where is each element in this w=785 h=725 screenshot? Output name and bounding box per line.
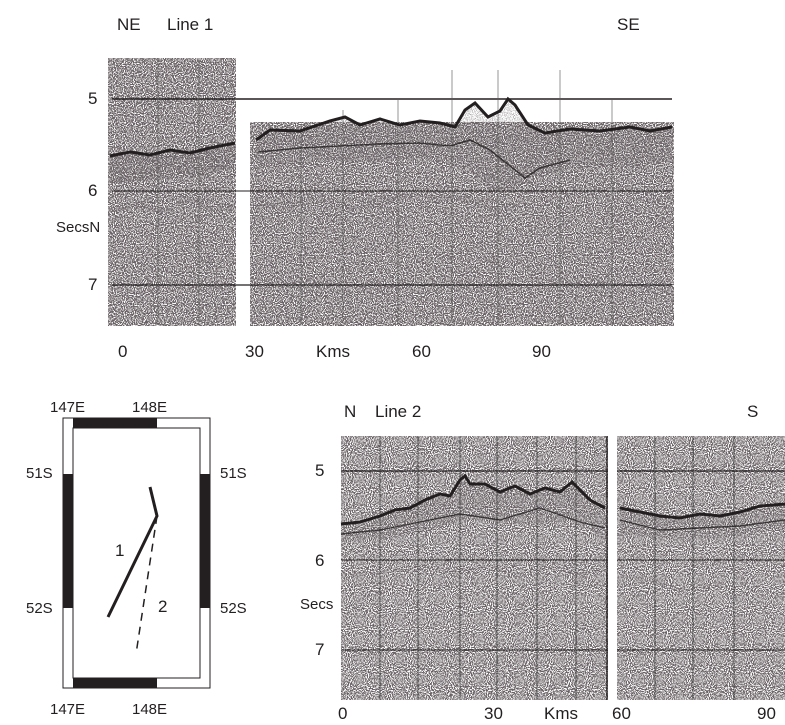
map-inner-frame	[72, 427, 201, 679]
line1-speckle-left	[108, 58, 236, 326]
line1-seafloor-right-edge	[255, 96, 673, 142]
line2-y-label: Secs	[300, 596, 333, 613]
line1-x-tick-90: 90	[532, 342, 551, 361]
map-left-label-51s: 51S	[26, 465, 53, 482]
line1-seafloor-left-edge	[109, 141, 236, 158]
line2-sub-reflector	[340, 507, 785, 535]
line2-x-tick-30: 30	[484, 704, 503, 723]
line1-x-tick-60: 60	[412, 342, 431, 361]
line1-x-tick-30: 30	[245, 342, 264, 361]
map-top-label-148e: 148E	[132, 399, 167, 416]
line2-y-tick-5: 5	[315, 461, 324, 480]
line2-segment-gap	[608, 436, 617, 700]
line1-label-ne: NE	[117, 15, 141, 34]
map-top-label-147e: 147E	[50, 399, 85, 416]
line2-title: Line 2	[375, 402, 421, 421]
location-map: 147E 148E 51S 52S 51S 52S 1 2 147E 148E	[26, 399, 247, 718]
map-bar-right	[200, 474, 210, 608]
line2-x-tick-90: 90	[757, 704, 776, 723]
line2-label-s: S	[747, 402, 758, 421]
line2-profile: N Line 2 S 5 6 7 Secs	[300, 402, 785, 723]
line1-seafloor-right	[256, 100, 672, 196]
line2-y-tick-7: 7	[315, 640, 324, 659]
line2-x-tick-0: 0	[338, 704, 347, 723]
line1-y-tick-7: 7	[88, 275, 97, 294]
line2-x-unit: Kms	[544, 704, 578, 723]
map-bar-bottom	[73, 678, 157, 688]
map-track-2-label: 2	[158, 597, 167, 616]
line2-label-n: N	[344, 402, 356, 421]
line1-title: Line 1	[167, 15, 213, 34]
line1-y-label: SecsN	[56, 219, 100, 236]
line2-basement-reflector	[340, 563, 711, 593]
line2-x-tick-60: 60	[612, 704, 631, 723]
map-right-label-51s: 51S	[220, 465, 247, 482]
line1-y-tick-5: 5	[88, 89, 97, 108]
map-bottom-label-148e: 148E	[132, 701, 167, 718]
map-left-label-52s: 52S	[26, 600, 53, 617]
map-track-2	[135, 515, 158, 655]
line1-y-tick-6: 6	[88, 181, 97, 200]
line1-x-tick-0: 0	[118, 342, 127, 361]
map-right-label-52s: 52S	[220, 600, 247, 617]
line1-sub-reflector	[257, 139, 571, 179]
map-bar-left	[63, 474, 73, 608]
map-track-1-label: 1	[115, 541, 124, 560]
line1-basement-reflector	[111, 191, 521, 215]
line1-profile: NE Line 1 SE 5	[56, 15, 674, 361]
map-bottom-label-147e: 147E	[50, 701, 85, 718]
line2-y-tick-6: 6	[315, 551, 324, 570]
line2-seafloor-edge	[340, 473, 785, 526]
line1-seafloor-left	[110, 145, 235, 184]
line1-x-unit: Kms	[316, 342, 350, 361]
line1-label-se: SE	[617, 15, 640, 34]
map-bar-top	[73, 418, 157, 428]
